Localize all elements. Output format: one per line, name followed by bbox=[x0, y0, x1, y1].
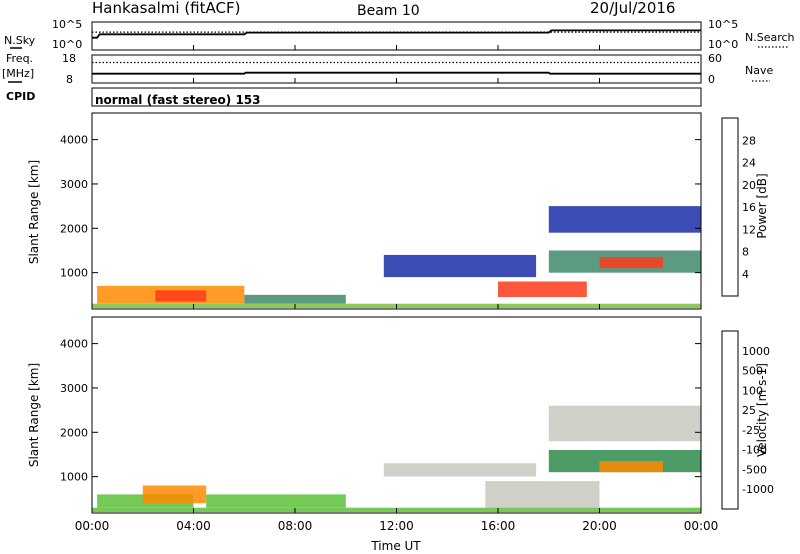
velocity-colorbar-tick: -100 bbox=[742, 444, 767, 457]
velocity-colorbar-tick: 500 bbox=[742, 365, 763, 378]
velocity-colorbar-tick: -1000 bbox=[742, 483, 774, 496]
power-colorbar-tick: 28 bbox=[742, 134, 756, 147]
velocity-echo-region-7 bbox=[548, 405, 702, 442]
power-colorbar-tick: 24 bbox=[742, 157, 756, 170]
power-echo-region-7 bbox=[548, 206, 702, 233]
power-echo-region-2 bbox=[244, 294, 346, 304]
velocity-ytick-label: 4000 bbox=[60, 338, 88, 351]
series-freq--line bbox=[92, 71, 701, 75]
nave-right-tick-top: 60 bbox=[708, 52, 722, 65]
noise-left-tick-top: 10^5 bbox=[52, 18, 82, 31]
freq-label: Freq. bbox=[6, 52, 33, 65]
velocity-colorbar-tick: 1000 bbox=[742, 345, 770, 358]
velocity-colorbar-tick: 100 bbox=[742, 384, 763, 397]
power-colorbar-tick: 12 bbox=[742, 223, 756, 236]
time-tick-label: 08:00 bbox=[278, 519, 313, 533]
velocity-echo-region-3 bbox=[383, 463, 537, 477]
time-tick-label: 00:00 bbox=[75, 519, 110, 533]
power-echo-region-3 bbox=[383, 254, 537, 278]
noise-left-tick-bottom: 10^0 bbox=[52, 38, 82, 51]
velocity-colorbar-tick: 25 bbox=[742, 404, 756, 417]
power-colorbar-tick: 8 bbox=[742, 246, 749, 259]
date-title: 20/Jul/2016 bbox=[590, 0, 675, 17]
station-title: Hankasalmi (fitACF) bbox=[92, 0, 240, 17]
time-tick-label: 20:00 bbox=[582, 519, 617, 533]
beam-title: Beam 10 bbox=[357, 3, 420, 19]
cpid-text: normal (fast stereo) 153 bbox=[95, 93, 261, 107]
power-colorbar-tick: 16 bbox=[742, 201, 756, 214]
power-ytick-label: 4000 bbox=[60, 134, 88, 147]
velocity-colorbar-frame bbox=[721, 330, 739, 510]
power-colorbar-tick: 20 bbox=[742, 179, 756, 192]
power-echo-region-1 bbox=[155, 290, 207, 302]
time-axis-label: Time UT bbox=[370, 539, 421, 553]
nave-label: Nave bbox=[745, 64, 773, 77]
time-tick-label: 12:00 bbox=[379, 519, 414, 533]
cpid-panel-frame bbox=[91, 87, 702, 107]
velocity-echo-region-4 bbox=[485, 481, 600, 508]
freq-left-tick-bottom: 8 bbox=[66, 73, 73, 86]
power-colorbar-frame bbox=[721, 117, 739, 297]
freq-unit-label: [MHz] bbox=[2, 67, 34, 80]
time-tick-label: 16:00 bbox=[481, 519, 516, 533]
power-ytick-label: 1000 bbox=[60, 267, 88, 280]
noise-right-tick-top: 10^5 bbox=[708, 18, 738, 31]
power-ylabel: Slant Range [km] bbox=[27, 160, 41, 264]
power-echo-region-6 bbox=[599, 257, 663, 269]
velocity-ytick-label: 3000 bbox=[60, 382, 88, 395]
time-tick-label: 00:00 bbox=[684, 519, 719, 533]
velocity-colorbar-tick: -500 bbox=[742, 463, 767, 476]
power-colorbar-label: Power [dB] bbox=[755, 173, 769, 238]
velocity-ytick-label: 1000 bbox=[60, 471, 88, 484]
noise-right-tick-bottom: 10^0 bbox=[708, 38, 738, 51]
velocity-colorbar-label: Velocity [m s-1] bbox=[755, 363, 769, 457]
power-colorbar-tick: 4 bbox=[742, 268, 749, 281]
nave-right-tick-bottom: 0 bbox=[708, 73, 715, 86]
velocity-colorbar-tick: -25 bbox=[742, 424, 760, 437]
velocity-echo-region-1 bbox=[142, 485, 207, 504]
velocity-echo-region-2 bbox=[206, 494, 346, 508]
nsky-label: N.Sky bbox=[4, 34, 36, 47]
velocity-ytick-label: 2000 bbox=[60, 426, 88, 439]
power-ytick-label: 2000 bbox=[60, 222, 88, 235]
velocity-ylabel: Slant Range [km] bbox=[27, 363, 41, 467]
nsearch-label: N.Search bbox=[745, 31, 795, 44]
cpid-label: CPID bbox=[6, 90, 35, 103]
velocity-echo-region-6 bbox=[599, 461, 663, 473]
series-n-sky-line bbox=[92, 29, 701, 39]
power-echo-region-4 bbox=[498, 281, 587, 297]
power-ytick-label: 3000 bbox=[60, 178, 88, 191]
freq-left-tick-top: 18 bbox=[62, 52, 76, 65]
time-tick-label: 04:00 bbox=[176, 519, 211, 533]
